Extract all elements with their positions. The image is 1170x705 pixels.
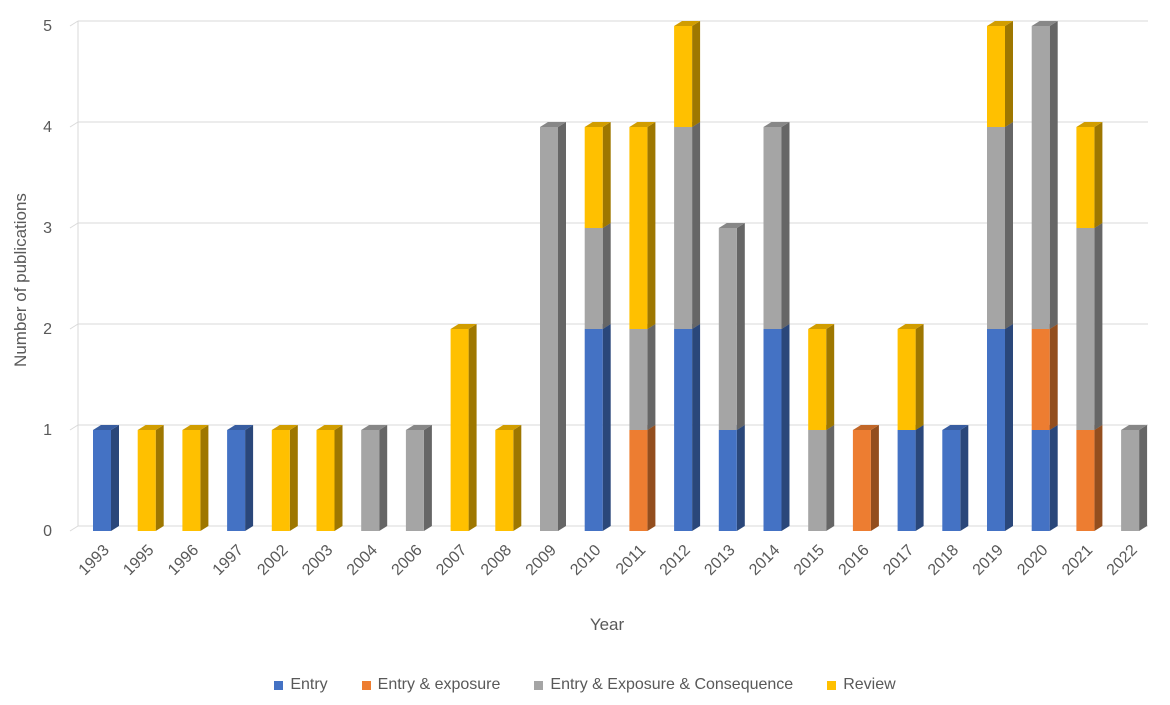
gridlines	[69, 20, 1148, 532]
bar-segment	[763, 122, 790, 329]
legend-label: Entry & Exposure & Consequence	[550, 676, 794, 693]
x-tick-label: 2008	[478, 542, 515, 579]
bar-segment	[137, 425, 164, 531]
bar-segment	[1076, 223, 1103, 430]
bar-segment	[674, 21, 701, 127]
gridline-depth	[69, 20, 79, 27]
bar-segment	[718, 223, 745, 430]
bar-segment	[1076, 122, 1103, 228]
bar-segment	[629, 324, 656, 430]
x-axis-title: Year	[590, 615, 625, 634]
x-tick-label: 2006	[389, 542, 426, 579]
x-tick-label: 2010	[567, 542, 604, 579]
bar-segment	[584, 122, 611, 228]
bar-segment	[763, 324, 790, 531]
x-tick-label: 2017	[880, 542, 917, 579]
legend-swatch	[827, 680, 837, 690]
legend-item: Entry & Exposure & Consequence	[534, 676, 793, 694]
x-tick-label: 2020	[1014, 542, 1051, 579]
bar-segment	[629, 122, 656, 329]
gridline-depth	[69, 424, 79, 431]
x-tick-label: 2021	[1059, 542, 1096, 579]
bar-segment	[718, 425, 745, 531]
x-tick-label: 1993	[76, 542, 113, 579]
x-tick-label: 2016	[836, 542, 873, 579]
bars	[93, 21, 1148, 531]
x-tick-label: 2019	[970, 542, 1007, 579]
bar-segment	[808, 324, 835, 430]
bar-segment	[852, 425, 879, 531]
bar-segment	[495, 425, 522, 531]
bar-segment	[584, 223, 611, 329]
bar-segment	[808, 425, 835, 531]
gridline-depth	[69, 323, 79, 330]
bar-segment	[1121, 425, 1148, 531]
bar-segment	[316, 425, 343, 531]
bar-segment	[540, 122, 566, 531]
bar-segment	[1076, 425, 1103, 531]
x-tick-label: 1996	[165, 542, 202, 579]
x-tick-label: 2013	[701, 542, 738, 579]
y-tick-label: 0	[43, 523, 52, 540]
legend: Entry Entry & exposure Entry & Exposure & …	[0, 676, 1170, 694]
legend-label: Entry & exposure	[377, 676, 501, 693]
x-tick-label: 2012	[657, 542, 694, 579]
x-tick-label: 2014	[746, 542, 783, 579]
gridline-depth	[69, 525, 79, 532]
x-tick-label: 2022	[1104, 542, 1141, 579]
x-tick-label: 2018	[925, 542, 962, 579]
bar-segment	[1031, 21, 1058, 329]
y-tick-label: 1	[43, 422, 52, 439]
legend-swatch	[361, 680, 371, 690]
bar-segment	[1031, 324, 1058, 430]
x-tick-label: 2007	[433, 542, 470, 579]
y-tick-label: 3	[43, 220, 52, 237]
bar-segment	[897, 324, 924, 430]
gridline-depth	[69, 222, 79, 229]
y-axis-title: Number of publications	[11, 193, 30, 367]
bar-segment	[450, 324, 477, 531]
y-tick-label: 5	[43, 18, 52, 35]
bar-segment	[93, 425, 119, 531]
bar-segment	[271, 425, 298, 531]
x-axis-ticks: 1993 1995 1996 1997 2002 2003 2004 2006 2007 2008…	[76, 542, 1141, 579]
gridline-depth	[69, 121, 79, 128]
bar-segment	[405, 425, 432, 531]
bar-segment	[942, 425, 969, 531]
legend-label: Review	[843, 676, 896, 693]
y-tick-label: 2	[43, 321, 52, 338]
y-tick-label: 4	[43, 119, 52, 136]
legend-label: Entry	[290, 676, 328, 693]
bar-segment	[987, 324, 1013, 531]
bar-segment	[1031, 425, 1058, 531]
legend-item: Entry & exposure	[361, 676, 501, 694]
x-tick-label: 2009	[523, 542, 560, 579]
legend-item: Entry	[274, 676, 328, 694]
x-tick-label: 2004	[344, 542, 381, 579]
legend-item: Review	[827, 676, 896, 694]
bar-segment	[227, 425, 254, 531]
bar-segment	[182, 425, 209, 531]
bar-segment	[987, 21, 1013, 127]
x-tick-label: 1997	[210, 542, 247, 579]
x-tick-label: 2011	[613, 542, 649, 578]
x-tick-label: 2002	[254, 542, 291, 579]
bar-segment	[361, 425, 388, 531]
x-tick-label: 2003	[299, 542, 336, 579]
legend-swatch	[274, 680, 284, 690]
bar-segment	[674, 122, 701, 329]
y-axis-ticks: 0 1 2 3 4 5	[43, 18, 52, 540]
bar-segment	[987, 122, 1013, 329]
bar-segment	[897, 425, 924, 531]
x-tick-label: 2015	[791, 542, 828, 579]
bar-segment	[674, 324, 701, 531]
bar-segment	[584, 324, 611, 531]
x-tick-label: 1995	[120, 542, 157, 579]
bar-segment	[629, 425, 656, 531]
legend-swatch	[534, 680, 544, 690]
